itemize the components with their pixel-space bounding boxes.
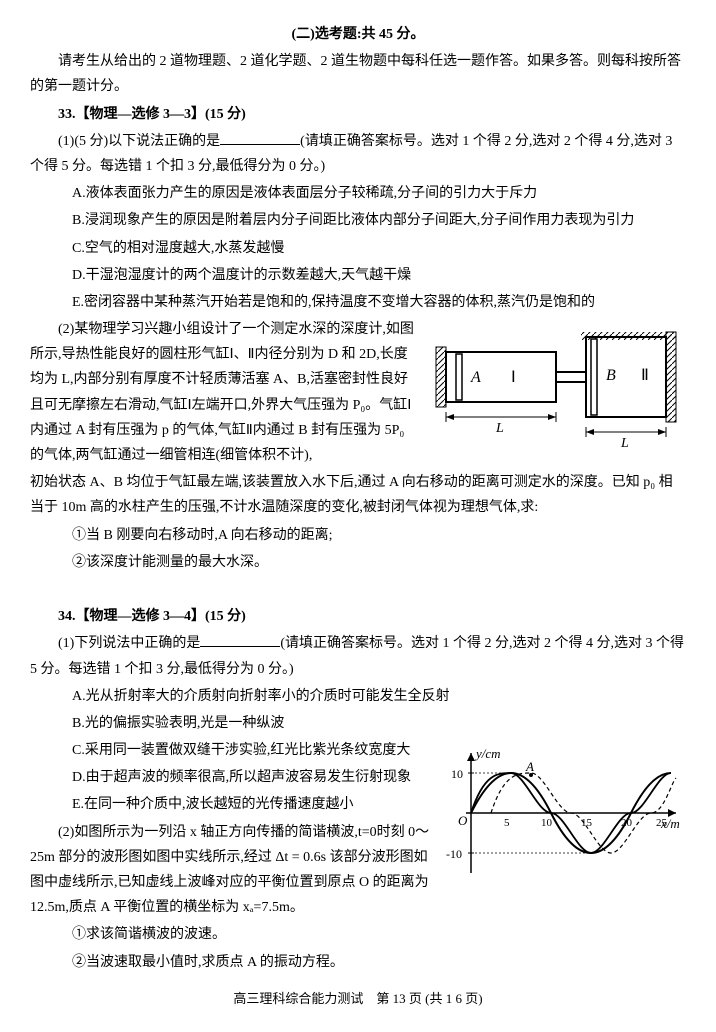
q33-sub1: ①当 B 刚要向右移动时,A 向右移动的距离; — [30, 523, 686, 548]
svg-text:Ⅱ: Ⅱ — [641, 367, 649, 384]
instructions: 请考生从给出的 2 道物理题、2 道化学题、2 道生物题中每科任选一题作答。如果… — [30, 49, 686, 99]
svg-text:A: A — [470, 369, 481, 386]
q33-part2b: 初始状态 A、B 均位于气缸最左端,该装置放入水下后,通过 A 向右移动的距离可… — [30, 470, 686, 520]
q33-optD: D.干湿泡湿度计的两个温度计的示数差越大,天气越干燥 — [30, 263, 686, 288]
q33-optB: B.浸润现象产生的原因是附着层内分子间距比液体内部分子间距大,分子间作用力表现为… — [30, 208, 686, 233]
q33-p1-lead: (1)(5 分)以下说法正确的是 — [58, 134, 220, 149]
svg-text:10: 10 — [451, 767, 463, 781]
svg-text:y/cm: y/cm — [474, 746, 501, 761]
q34-optB: B.光的偏振实验表明,光是一种纵波 — [30, 711, 686, 736]
q34-optA: A.光从折射率大的介质射向折射率小的介质时可能发生全反射 — [30, 684, 686, 709]
q33-part1: (1)(5 分)以下说法正确的是(请填正确答案标号。选对 1 个得 2 分,选对… — [30, 129, 686, 179]
blank-fill — [200, 632, 280, 647]
q33-sub2: ②该深度计能测量的最大水深。 — [30, 550, 686, 575]
svg-text:L: L — [620, 436, 629, 451]
svg-text:-10: -10 — [446, 847, 462, 861]
svg-text:L: L — [495, 421, 504, 436]
section-header: (二)选考题:共 45 分。 — [30, 22, 686, 47]
q34-sub1: ①求该简谐横波的波速。 — [30, 922, 686, 947]
svg-text:5: 5 — [504, 817, 510, 829]
svg-text:B: B — [606, 367, 616, 384]
blank-fill — [220, 130, 300, 145]
svg-text:O: O — [458, 813, 468, 828]
svg-text:A: A — [525, 759, 534, 774]
q33-optC: C.空气的相对湿度越大,水蒸发越慢 — [30, 236, 686, 261]
q33-optA: A.液体表面张力产生的原因是液体表面层分子较稀疏,分子间的引力大于斥力 — [30, 181, 686, 206]
svg-text:10: 10 — [541, 817, 553, 829]
page-footer: 高三理科综合能力测试 第 13 页 (共 1 6 页) — [30, 987, 686, 1010]
svg-text:25: 25 — [656, 817, 668, 829]
q34-title: 34.【物理—选修 3—4】(15 分) — [30, 604, 686, 629]
q34-part1: (1)下列说法中正确的是(请填正确答案标号。选对 1 个得 2 分,选对 2 个… — [30, 631, 686, 681]
q34-p1-lead: (1)下列说法中正确的是 — [58, 636, 200, 651]
figure-cylinders: A Ⅰ B Ⅱ L L — [426, 322, 686, 462]
q34-sub2: ②当波速取最小值时,求质点 A 的振动方程。 — [30, 950, 686, 975]
q33-optE: E.密闭容器中某种蒸汽开始若是饱和的,保持温度不变增大容器的体积,蒸汽仍是饱和的 — [30, 290, 686, 315]
svg-text:Ⅰ: Ⅰ — [511, 369, 516, 386]
figure-wave: y/cm x/m O 10 -10 5 10 15 20 25 A — [446, 743, 686, 883]
q33-title: 33.【物理—选修 3—3】(15 分) — [30, 102, 686, 127]
